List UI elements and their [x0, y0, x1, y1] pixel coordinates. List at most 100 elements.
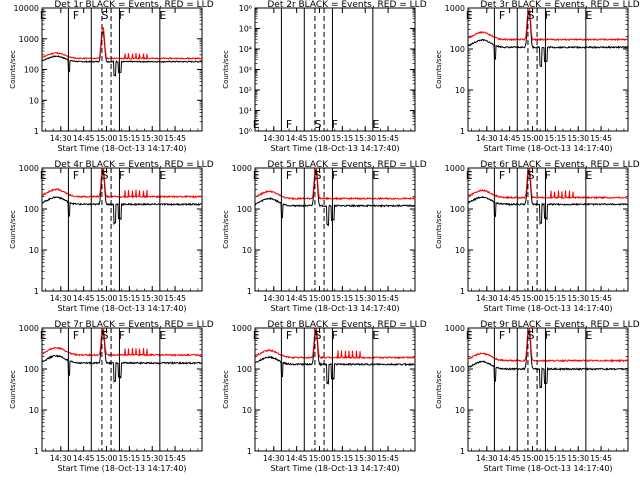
panel-title: Det 6r BLACK = Events, RED = LLD	[480, 160, 639, 170]
y-tick-label: 100	[450, 45, 465, 54]
x-tick-label: 14:45	[286, 294, 308, 303]
y-tick-label: 10	[29, 406, 39, 415]
x-tick-label: 14:45	[286, 454, 308, 463]
region-label: F	[286, 329, 292, 342]
x-axis-label: Start Time (18-Oct-13 14:17:40)	[57, 304, 186, 313]
x-tick-label: 15:30	[141, 294, 163, 303]
region-label: F	[499, 9, 505, 22]
region-label: E	[159, 9, 166, 22]
x-axis-label: Start Time (18-Oct-13 14:17:40)	[483, 144, 612, 153]
x-tick-label: 15:15	[545, 294, 567, 303]
x-axis-label: Start Time (18-Oct-13 14:17:40)	[57, 464, 186, 473]
y-tick-label: 1000	[232, 324, 252, 333]
y-tick-label: 1	[460, 447, 465, 456]
region-label: F	[286, 169, 292, 182]
x-tick-label: 14:30	[476, 454, 498, 463]
detector-panel-4: Det 4r BLACK = Events, RED = LLD Counts/s…	[9, 160, 214, 313]
x-tick-label: 15:30	[567, 294, 589, 303]
y-tick-label: 1000	[232, 164, 252, 173]
y-tick-label: 100	[24, 365, 39, 374]
y-tick-label: 10⁵	[239, 25, 252, 34]
x-tick-label: 15:15	[545, 454, 567, 463]
x-axis-label: Start Time (18-Oct-13 14:17:40)	[270, 304, 399, 313]
y-tick-label: 100	[450, 205, 465, 214]
region-label: F	[545, 169, 551, 182]
y-tick-label: 100	[237, 205, 252, 214]
x-tick-label: 14:30	[50, 134, 72, 143]
detector-panel-8: Det 8r BLACK = Events, RED = LLD Counts/s…	[222, 320, 427, 473]
x-tick-label: 14:45	[499, 134, 521, 143]
y-tick-label: 1	[247, 447, 252, 456]
region-label: F	[119, 9, 125, 22]
region-label: F	[332, 329, 338, 342]
region-label: S	[527, 9, 534, 22]
x-tick-label: 15:45	[590, 454, 612, 463]
x-tick-label: 15:15	[332, 294, 354, 303]
x-tick-label: 14:45	[499, 454, 521, 463]
x-tick-label: 14:45	[73, 454, 95, 463]
x-axis-label: Start Time (18-Oct-13 14:17:40)	[270, 464, 399, 473]
y-axis-label: Counts/sec	[9, 50, 17, 89]
y-tick-label: 10	[455, 86, 465, 95]
y-tick-label: 100	[24, 205, 39, 214]
y-axis-label: Counts/sec	[435, 210, 443, 249]
x-axis-label: Start Time (18-Oct-13 14:17:40)	[270, 144, 399, 153]
y-tick-label: 1	[34, 127, 39, 136]
region-label: E	[253, 329, 260, 342]
region-label: F	[73, 9, 79, 22]
x-axis-label: Start Time (18-Oct-13 14:17:40)	[483, 464, 612, 473]
y-tick-label: 1000	[445, 4, 465, 13]
x-tick-label: 15:30	[354, 294, 376, 303]
y-axis-label: Counts/sec	[222, 210, 230, 249]
x-axis-label: Start Time (18-Oct-13 14:17:40)	[57, 144, 186, 153]
y-tick-label: 1000	[19, 164, 39, 173]
x-tick-label: 15:45	[164, 294, 186, 303]
x-tick-label: 15:15	[545, 134, 567, 143]
x-tick-label: 15:30	[354, 454, 376, 463]
y-tick-label: 1	[34, 287, 39, 296]
region-label: S	[101, 9, 108, 22]
x-tick-label: 14:30	[476, 134, 498, 143]
panel-title: Det 5r BLACK = Events, RED = LLD	[267, 160, 426, 170]
x-tick-label: 14:45	[499, 294, 521, 303]
detector-panel-7: Det 7r BLACK = Events, RED = LLD Counts/s…	[9, 320, 214, 473]
region-label: F	[499, 169, 505, 182]
region-label: E	[253, 169, 260, 182]
x-tick-label: 15:00	[522, 294, 544, 303]
x-tick-label: 15:30	[141, 454, 163, 463]
x-tick-label: 15:00	[96, 454, 118, 463]
y-tick-label: 10¹	[239, 107, 252, 116]
x-tick-label: 14:30	[50, 294, 72, 303]
region-label: F	[332, 169, 338, 182]
region-label: E	[585, 329, 592, 342]
x-tick-label: 15:30	[141, 134, 163, 143]
x-tick-label: 15:30	[567, 454, 589, 463]
panel-title: Det 3r BLACK = Events, RED = LLD	[480, 0, 639, 10]
y-tick-label: 1	[460, 287, 465, 296]
region-label: E	[40, 9, 47, 22]
x-tick-label: 15:15	[119, 134, 141, 143]
region-label: E	[253, 118, 260, 131]
y-tick-label: 10	[29, 96, 39, 105]
y-tick-label: 10	[242, 246, 252, 255]
region-label: F	[119, 169, 125, 182]
y-axis-label: Counts/sec	[9, 210, 17, 249]
x-tick-label: 15:00	[309, 134, 331, 143]
region-label: E	[372, 118, 379, 131]
y-axis-label: Counts/sec	[9, 370, 17, 409]
x-tick-label: 14:30	[263, 454, 285, 463]
x-tick-label: 15:15	[332, 454, 354, 463]
region-label: E	[585, 9, 592, 22]
x-tick-label: 15:00	[96, 294, 118, 303]
y-tick-label: 10²	[239, 86, 252, 95]
y-tick-label: 10	[455, 406, 465, 415]
y-tick-label: 100	[450, 365, 465, 374]
panel-title: Det 4r BLACK = Events, RED = LLD	[54, 160, 213, 170]
x-tick-label: 15:45	[377, 454, 399, 463]
x-tick-label: 15:15	[119, 294, 141, 303]
region-label: F	[73, 329, 79, 342]
x-tick-label: 15:00	[309, 294, 331, 303]
y-tick-label: 10⁶	[239, 4, 252, 13]
